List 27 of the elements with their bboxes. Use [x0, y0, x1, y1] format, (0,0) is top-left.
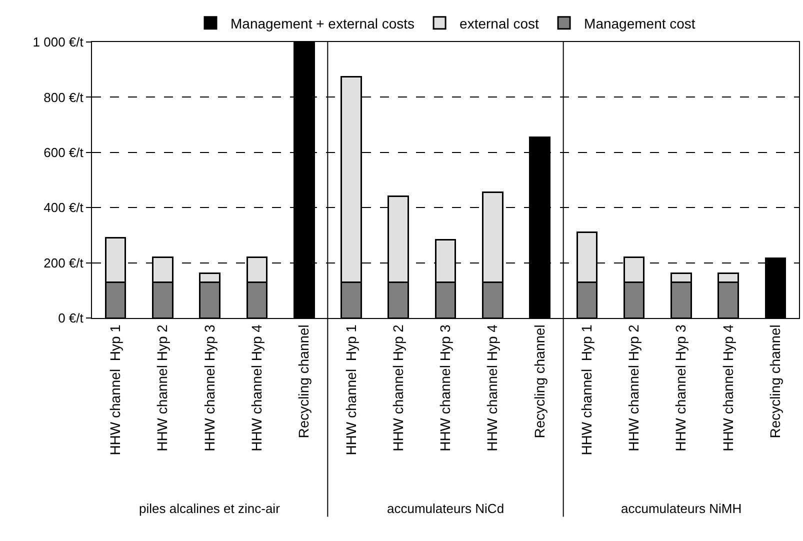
- x-tick-label: HHW channel Hyp 4: [248, 324, 265, 452]
- y-tick-label: 800 €/t: [44, 90, 84, 105]
- x-tick-label: HHW channel Hyp 2: [626, 324, 642, 452]
- x-tick-label: HHW channel Hyp 3: [201, 324, 218, 452]
- text: accumulateurs NiCd: [387, 501, 504, 516]
- x-tick-label: HHW channel Hyp 3: [437, 324, 454, 452]
- y-tick-label: 1 000 €/t: [32, 34, 84, 50]
- x-tick-label: HHW channel Hyp 4: [720, 324, 736, 452]
- text: accumulateurs NiMH: [621, 501, 742, 516]
- x-tick-label: HHW channel Hyp 4: [484, 324, 500, 452]
- x-tick-label: HHW channel Hyp 2: [154, 324, 170, 452]
- x-tick-label: Recycling channel: [531, 324, 548, 438]
- x-tick-label: Recycling channel: [296, 324, 312, 438]
- x-tick-label: HHW channel Hyp 3: [672, 324, 689, 452]
- y-tick-label: 0 €/t: [58, 310, 84, 326]
- legend-label: Management + external costs: [230, 15, 415, 32]
- x-tick-label: HHW channel Hyp 2: [390, 324, 406, 452]
- legend-label: Management cost: [584, 15, 696, 32]
- y-tick-label: 200 €/t: [44, 255, 84, 270]
- x-tick-label: HHW channel Hyp 1: [578, 324, 594, 456]
- y-tick-label: 600 €/t: [44, 144, 84, 160]
- x-tick-label: Recycling channel: [766, 324, 783, 438]
- x-tick-label: HHW channel Hyp 1: [107, 324, 124, 456]
- y-tick-label: 400 €/t: [44, 200, 84, 216]
- legend-label: external cost: [460, 15, 540, 32]
- text: piles alcalines et zinc-air: [139, 501, 281, 516]
- x-tick-label: HHW channel Hyp 1: [342, 324, 359, 456]
